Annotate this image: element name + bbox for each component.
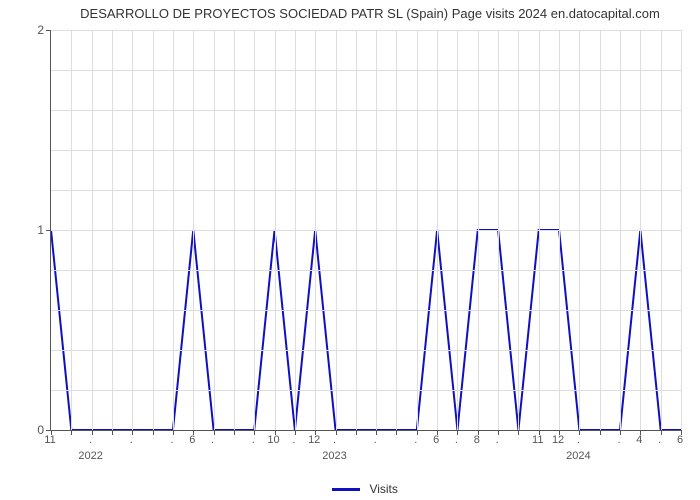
grid-line-v	[539, 30, 540, 430]
grid-line-v	[518, 30, 519, 430]
x-tick-label: 11	[532, 434, 543, 446]
grid-line-v	[396, 30, 397, 430]
grid-line-v	[275, 30, 276, 430]
visits-line-chart: DESARROLLO DE PROYECTOS SOCIEDAD PATR SL…	[0, 0, 700, 500]
x-tick-label: 10	[267, 434, 279, 446]
grid-line-v	[661, 30, 662, 430]
grid-line-v	[681, 30, 682, 430]
x-tick-label: 6	[189, 434, 195, 446]
x-tick-label: .	[414, 434, 417, 446]
grid-line-v	[559, 30, 560, 430]
x-tick-label: .	[89, 434, 92, 446]
x-tick-label: .	[170, 434, 173, 446]
grid-line-h-minor	[51, 270, 681, 271]
x-tick-label: .	[618, 434, 621, 446]
grid-line-v	[315, 30, 316, 430]
y-tick-mark	[46, 30, 51, 31]
grid-line-v	[478, 30, 479, 430]
x-year-label: 2022	[78, 450, 102, 462]
grid-line-v	[254, 30, 255, 430]
grid-line-h-minor	[51, 390, 681, 391]
grid-line-h	[51, 230, 681, 231]
chart-legend: Visits	[50, 481, 680, 496]
grid-line-v	[376, 30, 377, 430]
grid-line-v	[173, 30, 174, 430]
x-tick-mark	[234, 430, 235, 435]
x-tick-label: 8	[474, 434, 480, 446]
grid-line-v	[620, 30, 621, 430]
chart-title: DESARROLLO DE PROYECTOS SOCIEDAD PATR SL…	[50, 6, 690, 21]
y-tick-mark	[46, 230, 51, 231]
grid-line-v	[234, 30, 235, 430]
grid-line-v	[457, 30, 458, 430]
grid-line-v	[498, 30, 499, 430]
visits-line	[51, 230, 681, 430]
grid-line-h-minor	[51, 150, 681, 151]
x-tick-mark	[71, 430, 72, 435]
grid-line-v	[71, 30, 72, 430]
grid-line-v	[132, 30, 133, 430]
x-tick-label: .	[333, 434, 336, 446]
grid-line-v	[295, 30, 296, 430]
plot-area	[50, 30, 681, 431]
grid-line-v	[437, 30, 438, 430]
y-tick-label: 1	[14, 223, 44, 237]
x-tick-label: 12	[308, 434, 320, 446]
x-year-label: 2024	[566, 450, 590, 462]
grid-line-h	[51, 30, 681, 31]
x-tick-label: .	[130, 434, 133, 446]
x-tick-label: .	[211, 434, 214, 446]
x-tick-label: 6	[433, 434, 439, 446]
grid-line-h-minor	[51, 70, 681, 71]
x-tick-label: 6	[677, 434, 683, 446]
x-tick-label: 12	[552, 434, 564, 446]
grid-line-h-minor	[51, 190, 681, 191]
x-tick-mark	[600, 430, 601, 435]
x-tick-label: .	[374, 434, 377, 446]
grid-line-v	[417, 30, 418, 430]
x-tick-label: .	[658, 434, 661, 446]
y-tick-label: 0	[14, 423, 44, 437]
legend-label: Visits	[369, 482, 397, 496]
grid-line-h-minor	[51, 350, 681, 351]
x-tick-label: .	[577, 434, 580, 446]
x-tick-mark	[518, 430, 519, 435]
legend-swatch	[332, 488, 360, 491]
grid-line-h-minor	[51, 310, 681, 311]
x-tick-label: 4	[636, 434, 642, 446]
x-tick-label: .	[292, 434, 295, 446]
x-tick-label: 11	[44, 434, 55, 446]
x-tick-mark	[356, 430, 357, 435]
x-tick-mark	[112, 430, 113, 435]
x-tick-label: .	[455, 434, 458, 446]
grid-line-v	[153, 30, 154, 430]
grid-line-v	[600, 30, 601, 430]
grid-line-v	[112, 30, 113, 430]
grid-line-v	[193, 30, 194, 430]
grid-line-h-minor	[51, 110, 681, 111]
x-tick-mark	[153, 430, 154, 435]
x-year-label: 2023	[322, 450, 346, 462]
grid-line-v	[356, 30, 357, 430]
grid-line-v	[336, 30, 337, 430]
grid-line-v	[579, 30, 580, 430]
grid-line-v	[92, 30, 93, 430]
grid-line-v	[214, 30, 215, 430]
x-tick-label: .	[496, 434, 499, 446]
grid-line-v	[640, 30, 641, 430]
x-tick-label: .	[252, 434, 255, 446]
y-tick-label: 2	[14, 23, 44, 37]
x-tick-mark	[396, 430, 397, 435]
